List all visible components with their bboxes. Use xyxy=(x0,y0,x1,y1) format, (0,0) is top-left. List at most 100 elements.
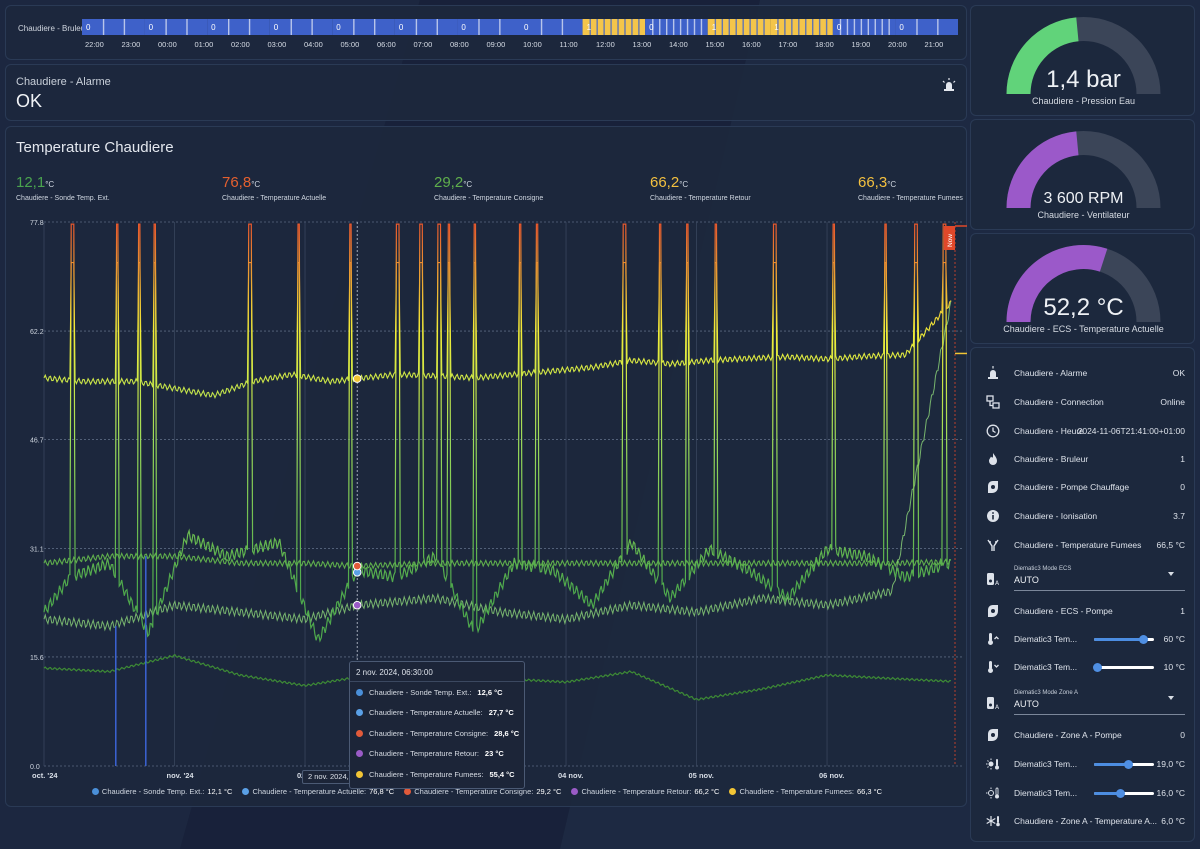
tooltip-row-value: 55,4 °C xyxy=(489,769,515,779)
entities-card: Chaudiere - Alarme OK Chaudiere - Connec… xyxy=(970,347,1195,842)
legend-item-outdoor[interactable]: Chaudiere - Sonde Temp. Ext.: 12,1 °C xyxy=(91,787,232,796)
entity-row-burner[interactable]: Chaudiere - Bruleur 1 xyxy=(971,445,1196,473)
tooltip-row-value: 28,6 °C xyxy=(494,728,520,738)
burner-segment xyxy=(144,19,208,35)
slider-ecs-temp-low[interactable]: Diematic3 Tem... 10 °C xyxy=(971,653,1196,681)
burner-hour-label: 11:00 xyxy=(560,40,578,49)
legend-item-setpoint[interactable]: Chaudiere - Temperature Consigne: 29,2 °C xyxy=(404,787,561,796)
crosshair-time-label: 2 nov. 2024, xyxy=(302,770,355,784)
crosshair-point xyxy=(352,374,362,383)
crosshair-point xyxy=(352,600,362,610)
burner-segment-value: 0 xyxy=(837,23,842,32)
temperature-chart-card: Temperature Chaudiere 12,1°C Chaudiere -… xyxy=(5,126,967,807)
entity-row-flue-temp[interactable]: Chaudiere - Temperature Fumees 66,5 °C xyxy=(971,531,1196,559)
burner-cycle-stripe xyxy=(610,19,612,35)
entity-value: OK xyxy=(1172,368,1185,378)
stat-unit: °C xyxy=(251,180,261,189)
chevron-down-icon[interactable] xyxy=(1168,572,1174,576)
stat-value: 66,3 xyxy=(858,174,888,191)
slider-ecs-temp-high[interactable]: Diematic3 Tem... 60 °C xyxy=(971,625,1196,653)
tooltip-row-label: Chaudiere - Temperature Actuelle: xyxy=(369,708,483,718)
entity-row-zone-a-pump[interactable]: Chaudiere - Zone A - Pompe 0 xyxy=(971,721,1196,749)
stat-return-temp[interactable]: 66,2°C Chaudiere - Temperature Retour xyxy=(650,174,751,202)
stat-label: Chaudiere - Temperature Consigne xyxy=(434,195,544,202)
tooltip-title: 2 nov. 2024, 06:30:00 xyxy=(350,662,524,682)
slider-knob[interactable] xyxy=(1138,634,1148,644)
burner-hour-label: 19:00 xyxy=(852,40,871,49)
info-icon xyxy=(987,510,999,522)
stat-setpoint-temp[interactable]: 29,2°C Chaudiere - Temperature Consigne xyxy=(434,174,543,202)
stat-unit: °C xyxy=(45,180,55,189)
entity-row-time[interactable]: Chaudiere - Heure 2024-11-06T21:41:00+01… xyxy=(971,417,1196,445)
legend-item-flue[interactable]: Chaudiere - Temperature Fumees: 66,3 °C xyxy=(729,787,882,796)
gauge-water-pressure[interactable]: 1,4 bar Chaudiere - Pression Eau xyxy=(970,5,1195,116)
temperature-slider[interactable] xyxy=(1094,634,1154,644)
burner-segment-value: 1 xyxy=(587,23,592,32)
series-dot xyxy=(571,788,579,795)
burner-cycle-stripe xyxy=(540,19,543,35)
burner-timeline[interactable]: 0 0 0 0 0 0 0 0 1 0 1 1 0 0 22:00 23:00 00:00 01:00 02:00 0… xyxy=(6,6,968,61)
entity-row-zone-a-temp[interactable]: Chaudiere - Zone A - Temperature A... 6,… xyxy=(971,807,1196,835)
legend-item-current[interactable]: Chaudiere - Temperature Actuelle: 76,8 °C xyxy=(242,787,394,796)
gauge-value: 52,2 °C xyxy=(1043,294,1124,321)
burner-hour-label: 01:00 xyxy=(195,40,214,49)
burner-segment xyxy=(332,19,395,35)
entity-name: Chaudiere - Bruleur xyxy=(1014,454,1089,464)
temperature-slider[interactable] xyxy=(1094,788,1154,798)
y-tick-label: 46.7 xyxy=(30,437,44,444)
legend-label: Chaudiere - Temperature Fumees: xyxy=(739,787,854,796)
burner-cycle-stripe xyxy=(881,19,883,35)
burner-cycle-stripe xyxy=(290,19,292,35)
entity-name: Chaudiere - Pompe Chauffage xyxy=(1014,482,1130,492)
tooltip-row-value: 12,6 °C xyxy=(477,687,503,697)
entity-row-ionisation[interactable]: Chaudiere - Ionisation 3.7 xyxy=(971,502,1196,530)
burner-segment xyxy=(895,19,958,35)
slider-knob[interactable] xyxy=(1092,662,1102,672)
burner-hour-label: 15:00 xyxy=(706,40,725,49)
select-mode-ecs[interactable]: A Diematic3 Mode ECS AUTO xyxy=(971,565,1196,593)
burner-hour-label: 03:00 xyxy=(268,40,287,49)
chevron-down-icon[interactable] xyxy=(1168,696,1174,700)
burner-hour-label: 10:00 xyxy=(523,40,542,49)
gauge-label: Chaudiere - Pression Eau xyxy=(1031,96,1136,106)
legend-label: Chaudiere - Temperature Retour: xyxy=(581,787,692,796)
stat-current-temp[interactable]: 76,8°C Chaudiere - Temperature Actuelle xyxy=(222,174,326,202)
stat-outdoor-temp[interactable]: 12,1°C Chaudiere - Sonde Temp. Ext. xyxy=(16,174,110,202)
burner-cycle-stripe xyxy=(561,19,564,35)
temperature-slider[interactable] xyxy=(1092,662,1154,672)
y-tick-label: 15.6 xyxy=(30,655,44,662)
y-tick-label: 62.2 xyxy=(30,329,44,336)
tooltip-row: Chaudiere - Temperature Consigne: 28,6 °C xyxy=(350,723,524,744)
temperature-line-chart[interactable]: 0.0 15.6 31.1 46.7 62.2 77.8 oct. '24 nov. '24 0… xyxy=(6,127,968,808)
burner-segment-value: 0 xyxy=(211,23,216,32)
burner-cycle-stripe xyxy=(123,19,126,35)
stat-label: Chaudiere - Temperature Actuelle xyxy=(222,195,327,202)
entity-name: Chaudiere - Temperature Fumees xyxy=(1014,540,1142,550)
entity-row-connection[interactable]: Chaudiere - Connection Online xyxy=(971,388,1196,416)
entity-row-ecs-pump[interactable]: Chaudiere - ECS - Pompe 1 xyxy=(971,597,1196,625)
slider-zone-a-day[interactable]: Diematic3 Tem... 19,0 °C xyxy=(971,750,1196,778)
slider-knob[interactable] xyxy=(1115,788,1125,798)
entity-name: Diematic3 Tem... xyxy=(1014,759,1078,769)
entity-row-alarm[interactable]: Chaudiere - Alarme OK xyxy=(971,359,1196,387)
tooltip-row-label: Chaudiere - Temperature Retour: xyxy=(369,749,479,759)
burner-cycle-stripe xyxy=(596,19,598,35)
legend-item-return[interactable]: Chaudiere - Temperature Retour: 66,2 °C xyxy=(571,787,719,796)
select-mode-zone-a[interactable]: A Diematic3 Mode Zone A AUTO xyxy=(971,689,1196,717)
tooltip-row-label: Chaudiere - Sonde Temp. Ext.: xyxy=(369,687,472,697)
burner-segment xyxy=(520,19,583,35)
stat-flue-temp[interactable]: 66,3°C Chaudiere - Temperature Fumees xyxy=(858,174,963,202)
slider-zone-a-night[interactable]: Diematic3 Tem... 16,0 °C xyxy=(971,779,1196,807)
temperature-slider[interactable] xyxy=(1094,759,1154,769)
entity-row-heating-pump[interactable]: Chaudiere - Pompe Chauffage 0 xyxy=(971,473,1196,501)
thermometer-chevron-down-icon xyxy=(988,661,999,673)
entity-value: 3.7 xyxy=(1173,511,1185,521)
select-underline xyxy=(1014,590,1185,591)
slider-knob[interactable] xyxy=(1124,759,1134,769)
gauge-ecs-temperature[interactable]: 52,2 °C Chaudiere - ECS - Temperature Ac… xyxy=(970,233,1195,344)
gauge-fill xyxy=(1006,245,1108,323)
burner-segment-value: 0 xyxy=(399,23,404,32)
alarm-card[interactable]: Chaudiere - Alarme OK xyxy=(5,64,967,121)
burner-cycle-stripe xyxy=(853,19,856,35)
gauge-fan[interactable]: 3 600 RPM Chaudiere - Ventilateur xyxy=(970,119,1195,230)
